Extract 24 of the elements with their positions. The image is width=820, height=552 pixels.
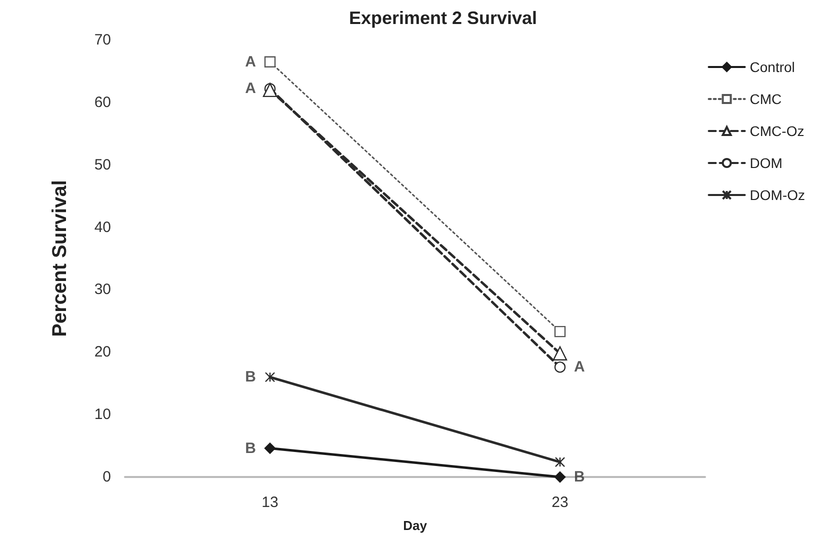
annotation: B — [245, 368, 256, 386]
legend-label: DOM-Oz — [750, 187, 806, 203]
y-tick-label: 0 — [102, 468, 111, 486]
legend-label: DOM — [750, 155, 782, 171]
annotation: A — [245, 80, 256, 98]
x-tick-label: 23 — [552, 494, 568, 511]
y-tick-label: 60 — [94, 94, 111, 111]
legend-label: CMC-Oz — [750, 123, 804, 139]
x-axis-title: Day — [403, 518, 428, 533]
annotation: B — [245, 440, 256, 457]
chart-title: Experiment 2 Survival — [348, 8, 538, 28]
y-axis-title: Percent Survival — [49, 180, 71, 337]
y-tick-label: 50 — [94, 156, 111, 174]
y-tick-label: 40 — [94, 218, 111, 236]
y-tick-label: 30 — [94, 281, 111, 298]
legend-label: Control — [750, 59, 795, 75]
y-tick-label: 20 — [94, 344, 111, 361]
annotation: A — [245, 53, 256, 70]
annotation: A — [574, 358, 585, 376]
x-tick-label: 13 — [262, 494, 278, 511]
annotation: B — [574, 468, 585, 486]
legend-label: CMC — [750, 91, 782, 107]
y-tick-label: 10 — [94, 406, 111, 424]
y-tick-label: 70 — [94, 32, 111, 48]
